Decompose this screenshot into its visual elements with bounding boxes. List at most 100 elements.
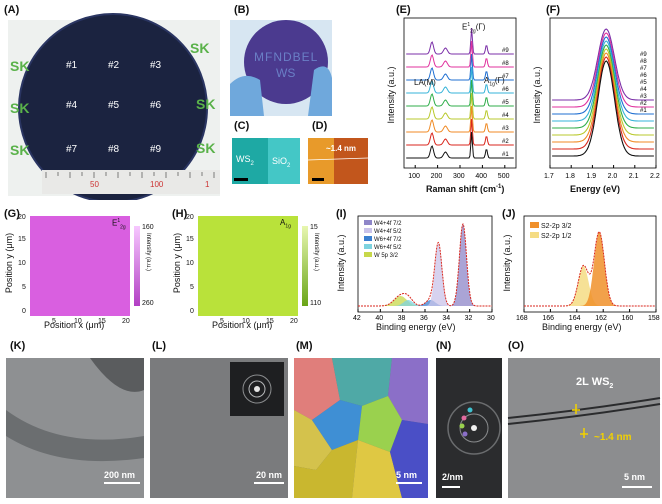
- ws2-label: WS2: [236, 154, 254, 167]
- panel-label: (L): [152, 340, 167, 352]
- layer-tag: 2L WS2: [576, 376, 614, 391]
- raman-trace: [406, 27, 514, 55]
- panel-label: (D): [312, 120, 328, 132]
- wafer-position: #3: [150, 60, 162, 71]
- panel-l: (L) 20 nm: [148, 340, 290, 504]
- wafer-position: #5: [108, 100, 120, 111]
- panel-j: (J) 168 166 164 162 160 158 Intensity (a.u.) …: [498, 206, 662, 334]
- xtick: 15: [266, 318, 274, 325]
- panel-label: (B): [234, 4, 250, 16]
- panel-label: (I): [336, 208, 347, 220]
- peak-la: LA(M): [414, 78, 436, 87]
- x-tick-label: 30: [487, 315, 495, 322]
- sk-logo: SK: [196, 140, 216, 156]
- trace-label: #1: [640, 108, 647, 114]
- scale-bar: [234, 178, 248, 181]
- scale-bar: [396, 482, 422, 484]
- x-tick-label: 36: [420, 315, 428, 322]
- trace-label: #6: [640, 73, 647, 79]
- x-tick-label: 500: [498, 173, 510, 180]
- wafer-position: #4: [66, 100, 78, 111]
- xtick: 15: [98, 318, 106, 325]
- cbar-label: Intensity (a.u.): [145, 233, 151, 272]
- sk-logo: SK: [190, 40, 210, 56]
- x-tick-label: 32: [465, 315, 473, 322]
- ytick: 5: [22, 284, 26, 291]
- watermark-text: WS: [276, 66, 296, 80]
- panel-c: (C) WS2 SiO2: [224, 120, 302, 200]
- map-h-label: A1g: [280, 218, 291, 230]
- x-tick-label: 166: [542, 315, 554, 322]
- xps-fit-curve: [524, 231, 656, 307]
- x-tick-label: 164: [569, 315, 581, 322]
- ytick: 15: [18, 236, 26, 243]
- wafer-hand-photo: [230, 20, 332, 116]
- raman-ylabel: Intensity (a.u.): [386, 66, 396, 124]
- panel-label: (C): [234, 120, 250, 132]
- scale-bar-label: 2/nm: [442, 472, 464, 482]
- legend-item: W 5p 3/2: [364, 252, 398, 259]
- trace-label: #7: [640, 66, 647, 72]
- ytick: 0: [22, 308, 26, 315]
- raman-trace: [406, 105, 514, 133]
- x-tick-label: 34: [442, 315, 450, 322]
- trace-label: #1: [502, 152, 509, 158]
- panel-label: (O): [508, 340, 524, 352]
- afm-annotation: ~1.4 nm: [326, 144, 357, 153]
- x-tick-label: 1.8: [565, 173, 575, 180]
- xtick: 5: [52, 318, 56, 325]
- scale-bar-label: 200 nm: [104, 470, 136, 480]
- scale-bar: [442, 486, 460, 488]
- wafer-position: #2: [108, 60, 120, 71]
- map-xlabel: Position x (μm): [212, 320, 273, 330]
- colorbar-h: [302, 226, 308, 306]
- pl-trace: [552, 32, 654, 108]
- xtick: 5: [220, 318, 224, 325]
- map-ylabel: Position y (μm): [4, 232, 14, 294]
- peak-w5p: [358, 296, 492, 306]
- wafer-position: #6: [150, 100, 162, 111]
- cbar-tick: 260: [142, 300, 154, 307]
- ruler-mark: 1: [205, 180, 210, 189]
- pl-trace: [552, 44, 654, 129]
- cbar-tick: 110: [310, 300, 322, 307]
- wafer-position: #9: [150, 144, 162, 155]
- x-tick-label: 2.0: [608, 173, 618, 180]
- panel-e: (E) #9 #8 #7 #6 #5 #4 #3 #2 #1 100 200 300 400 500 In…: [370, 0, 520, 200]
- xps-fit-curve: [358, 222, 492, 307]
- sk-logo: SK: [10, 58, 30, 74]
- watermark-text: MFNDBEL: [254, 50, 319, 64]
- panel-label: (E): [396, 4, 411, 16]
- panel-b: (B) MFNDBEL WS: [224, 0, 336, 118]
- x-tick-label: 300: [453, 173, 465, 180]
- panel-label: (N): [436, 340, 452, 352]
- x-tick-label: 100: [408, 173, 420, 180]
- pl-trace: [552, 56, 654, 150]
- map-g: [30, 216, 130, 316]
- raman-trace: [406, 118, 514, 146]
- panel-label: (J): [502, 208, 516, 220]
- x-tick-label: 2.1: [629, 173, 639, 180]
- fft-pattern: [436, 358, 502, 498]
- ytick: 10: [18, 260, 26, 267]
- ytick: 0: [190, 308, 194, 315]
- raman-chart: #9 #8 #7 #6 #5 #4 #3 #2 #1 100 200 300 400 500: [403, 17, 517, 180]
- trace-label: #6: [502, 87, 509, 93]
- scale-bar: [622, 486, 652, 488]
- panel-g: (G) E12g 160 260 Intensity (a.u.) Positi…: [0, 206, 165, 334]
- panel-label: (K): [10, 340, 26, 352]
- raman-trace: [406, 131, 514, 159]
- legend-item: W6+4f 5/2: [364, 244, 402, 251]
- x-tick-label: 2.2: [650, 173, 660, 180]
- panel-label: (M): [296, 340, 313, 352]
- panel-a: (A) 50 100 1 SK SK SK SK SK SK #1 #2 #3 …: [0, 0, 222, 200]
- panel-o: (O) 2L WS2 ~1.4 nm 5 nm: [506, 340, 662, 504]
- sk-logo: SK: [10, 100, 30, 116]
- tem-image-l: [150, 358, 288, 498]
- scale-bar: [254, 482, 284, 484]
- panel-f: (F) #9 #8 #7 #6 #5 #4 #3 #2 #1 1.7 1.8 1.9 2.0 2.1 2.2…: [522, 0, 662, 200]
- pl-trace: [552, 36, 654, 115]
- panel-k: (K) 200 nm: [0, 340, 146, 504]
- sk-logo: SK: [10, 142, 30, 158]
- scale-bar-label: 5 nm: [396, 470, 418, 480]
